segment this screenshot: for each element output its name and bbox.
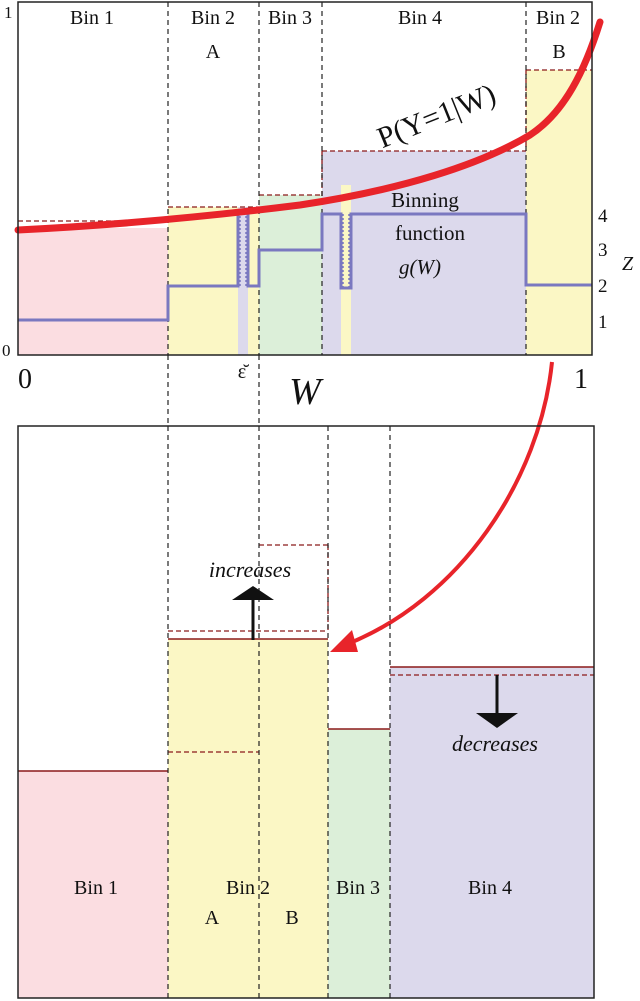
y-tick-1: 1: [4, 3, 13, 22]
cross-panel-separators: [167, 355, 260, 426]
binning-label-line1: Binning: [391, 188, 459, 212]
transition-arrow: [330, 361, 554, 652]
top-bin-separators: [167, 2, 527, 355]
top-bin2b-fill: [526, 70, 592, 355]
top-bin1-fill: [18, 228, 168, 355]
top-bin4-fill: [322, 151, 526, 355]
x-axis-label: W: [289, 371, 324, 413]
z-tick-1: 1: [598, 312, 608, 333]
epsilon-wiggles: [239, 212, 350, 288]
curve-label: P(Y=1|W): [373, 78, 501, 155]
z-axis-label: Z: [622, 253, 634, 275]
decreases-label: decreases: [452, 731, 538, 756]
top-bin-label-4: Bin 4: [398, 7, 442, 29]
top-bin3-fill: [259, 195, 322, 355]
binning-label-line3: g(W): [399, 255, 441, 279]
bottom-sub-label-b: B: [285, 907, 298, 929]
top-sub-label-a: A: [206, 41, 221, 63]
top-sub-label-b: B: [552, 41, 565, 63]
bottom-bin-tops: [18, 638, 594, 772]
increases-arrow: [232, 586, 274, 640]
z-tick-3: 3: [598, 240, 608, 261]
x-tick-0: 0: [18, 364, 32, 395]
bottom-panel-frame: [17, 425, 595, 999]
z-tick-4: 4: [598, 206, 608, 227]
bottom-bin2-fill: [168, 639, 328, 998]
bottom-bin-label-3: Bin 3: [336, 877, 380, 899]
top-bin-label-2b: Bin 2: [536, 7, 580, 29]
top-bin-label-3: Bin 3: [268, 7, 312, 29]
top-bin-label-1: Bin 1: [70, 7, 114, 29]
top-panel: Bin 1 Bin 2 Bin 3 Bin 4 Bin 2 A B P(Y=1|…: [2, 1, 634, 413]
z-tick-2: 2: [598, 276, 608, 297]
bottom-bin-label-4: Bin 4: [468, 877, 512, 899]
bottom-bin-label-2: Bin 2: [226, 877, 270, 899]
top-bin-label-2a: Bin 2: [191, 7, 235, 29]
top-panel-frame: [17, 1, 593, 356]
epsilon-label: ε̆: [238, 361, 249, 383]
epsilon-strip-1: [238, 207, 248, 355]
bottom-panel: increases decreases Bin 1 Bin 2 Bin 3 Bi…: [17, 425, 595, 999]
bottom-bin3-fill: [328, 729, 390, 998]
increases-label: increases: [209, 557, 291, 582]
binning-label-line2: function: [395, 221, 465, 245]
bottom-sub-label-a: A: [205, 907, 220, 929]
x-tick-1: 1: [574, 364, 588, 395]
bottom-bin1-fill: [18, 771, 168, 998]
decreases-arrow: [476, 675, 518, 728]
bottom-bin-label-1: Bin 1: [74, 877, 118, 899]
binning-function-line: [18, 210, 592, 322]
probability-curve: [14, 18, 604, 234]
y-tick-0: 0: [2, 341, 11, 360]
epsilon-strip-2: [341, 185, 351, 355]
